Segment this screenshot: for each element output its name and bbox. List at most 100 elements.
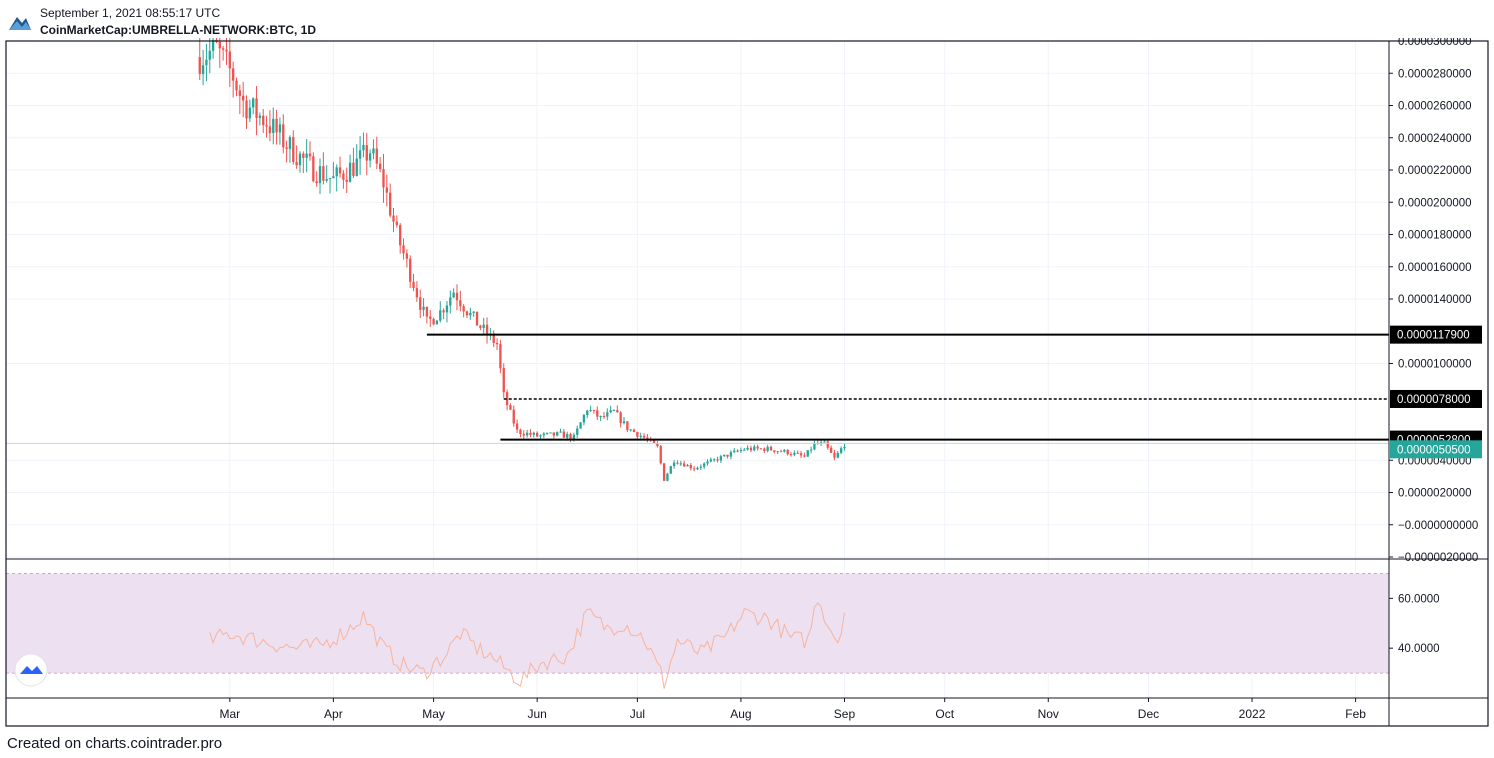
- level-badge: 0.0000078000: [1390, 389, 1482, 408]
- candle-body: [599, 415, 602, 417]
- candle: [642, 433, 646, 440]
- candle: [315, 171, 318, 187]
- candle: [282, 114, 285, 154]
- candle: [355, 144, 358, 177]
- candle-body: [689, 465, 692, 469]
- tradingview-logo-icon: [20, 666, 43, 674]
- candle-body: [245, 100, 248, 119]
- candle-body: [539, 435, 542, 437]
- candle: [766, 444, 769, 453]
- candle: [809, 446, 813, 454]
- candle: [245, 95, 248, 129]
- candle: [576, 425, 579, 438]
- time-axis[interactable]: Mar Apr May Jun Jul Aug Sep Oct Nov Dec 2022 Feb: [219, 698, 1366, 721]
- candle-body: [609, 410, 612, 413]
- candle: [335, 164, 338, 192]
- candle-body: [335, 167, 338, 177]
- candle: [455, 284, 459, 311]
- footer-credit: Created on charts.cointrader.pro: [7, 735, 223, 752]
- candle: [325, 165, 328, 183]
- candle-body: [713, 459, 716, 461]
- candle-body: [676, 462, 679, 464]
- candle: [659, 445, 662, 465]
- candle: [829, 445, 833, 453]
- candle: [422, 298, 425, 317]
- candle: [208, 38, 211, 74]
- candle: [365, 132, 368, 176]
- candle: [789, 452, 793, 457]
- candle: [275, 109, 278, 145]
- candle: [582, 413, 586, 426]
- candle: [345, 167, 348, 194]
- candle-body: [305, 153, 308, 158]
- trading-chart[interactable]: 0.0000300000 0.0000280000 0.0000260000 0.00…: [0, 38, 1494, 728]
- candle-body: [686, 465, 689, 467]
- horizontal-levels[interactable]: [6, 333, 1389, 444]
- candle-body: [382, 169, 385, 188]
- candle-body: [255, 98, 258, 118]
- candle: [225, 38, 228, 65]
- candle-body: [472, 311, 475, 313]
- candle-body: [629, 429, 632, 431]
- candle-body: [449, 297, 452, 306]
- candle-body: [619, 412, 622, 424]
- candle-body: [265, 125, 268, 127]
- level-badge-label: 0.0000117900: [1397, 330, 1470, 342]
- candle-body: [345, 179, 348, 182]
- candle-body: [405, 253, 409, 259]
- candle-body: [753, 446, 756, 451]
- candle-body: [806, 450, 809, 457]
- candle-body: [596, 410, 599, 417]
- candle-body: [632, 429, 636, 432]
- candle: [559, 428, 562, 433]
- candle: [656, 440, 659, 448]
- cointrader-logo-icon: [8, 8, 32, 32]
- candle-body: [332, 176, 335, 179]
- candle-body: [532, 432, 535, 435]
- candle: [713, 458, 716, 462]
- candle-body: [723, 454, 726, 457]
- candle-body: [469, 312, 472, 316]
- candle-body: [399, 225, 402, 246]
- candle-body: [786, 449, 789, 455]
- candle: [302, 151, 305, 174]
- candle-body: [302, 153, 305, 158]
- candle-body: [312, 156, 315, 182]
- candle: [736, 449, 739, 453]
- candle: [739, 447, 743, 453]
- candle: [405, 249, 409, 268]
- candle: [519, 428, 522, 438]
- candle-body: [352, 162, 355, 176]
- candle-body: [793, 452, 796, 455]
- candle-body: [499, 344, 502, 369]
- candle: [589, 405, 592, 412]
- tradingview-watermark[interactable]: [14, 653, 48, 687]
- candle-body: [549, 432, 552, 434]
- price-axis-label: 0.0000100000: [1398, 359, 1472, 371]
- candle: [786, 449, 789, 456]
- price-axis[interactable]: 0.0000300000 0.0000280000 0.0000260000 0.00…: [1389, 38, 1478, 564]
- candle: [783, 448, 786, 453]
- candle: [769, 445, 773, 451]
- candle-body: [773, 450, 776, 452]
- candle: [763, 447, 766, 454]
- price-axis-label: −0.0000000000: [1398, 520, 1478, 532]
- candle: [221, 45, 225, 61]
- last-price-badge: 0.0000050500: [1390, 440, 1482, 459]
- candle-body: [839, 448, 843, 453]
- price-axis-label: −0.0000020000: [1398, 552, 1478, 564]
- rsi-line: [209, 602, 845, 689]
- last-price-badge-label: 0.0000050500: [1397, 444, 1471, 456]
- candle-body: [706, 461, 709, 464]
- candle: [753, 444, 756, 452]
- candle-body: [659, 446, 662, 464]
- candle: [211, 38, 215, 59]
- candle: [776, 450, 779, 455]
- candle: [706, 459, 709, 466]
- candle-body: [542, 433, 546, 436]
- candle: [378, 156, 382, 173]
- candle: [679, 460, 682, 466]
- candle: [729, 450, 733, 460]
- candle: [305, 139, 308, 173]
- candle-body: [392, 215, 395, 222]
